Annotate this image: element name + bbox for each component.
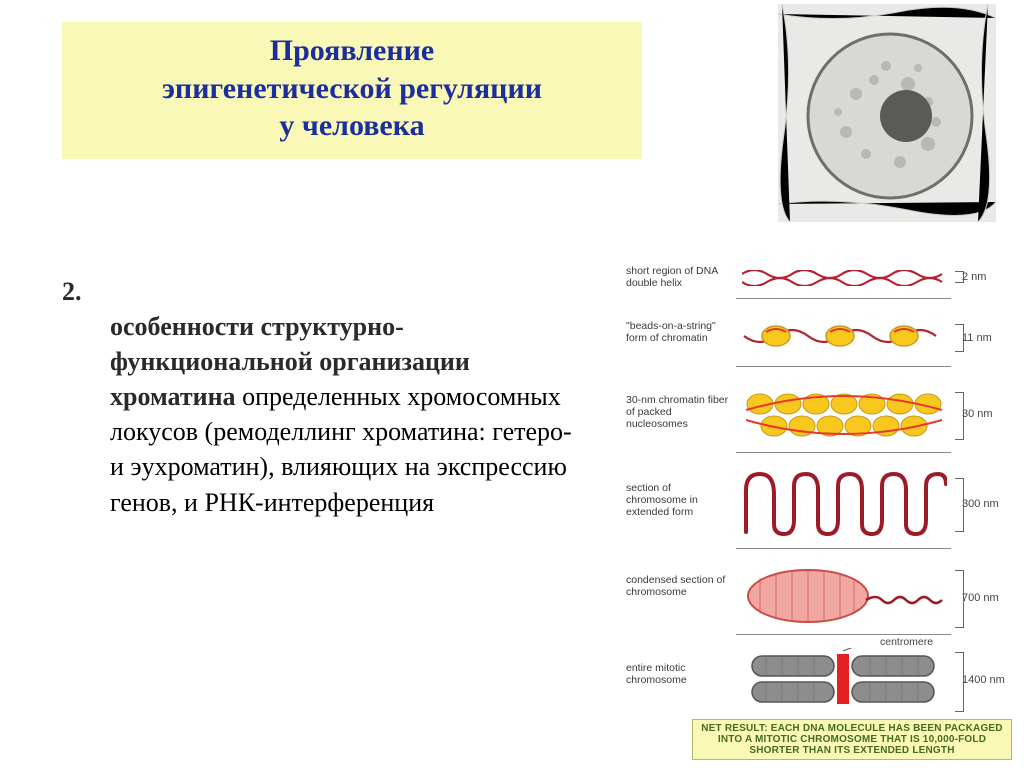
title-box: Проявление эпигенетической регуляции у ч… [62,22,642,159]
scale-chromosome: 1400 nm [962,674,1006,686]
chromatin-packaging-diagram: short region of DNA double helix 2 nm "b… [626,268,1006,760]
sep-3 [736,452,951,453]
scale-loops: 300 nm [962,498,1006,510]
label-dna: short region of DNA double helix [626,265,734,289]
nucleus-micrograph [778,4,996,222]
sep-4 [736,548,951,549]
drawing-fiber [742,388,947,444]
scale-condensed: 700 nm [962,592,1006,604]
scale-fiber: 30 nm [962,408,1006,420]
sep-1 [736,298,951,299]
scale-dna: 2 nm [962,271,1006,283]
body-number: 2. [62,277,82,306]
title-line-1: Проявление [270,34,435,67]
label-fiber: 30-nm chromatin fiber of packed nucleoso… [626,394,734,430]
drawing-dna [742,270,947,286]
drawing-condensed [742,564,947,630]
label-chromosome: entire mitotic chromosome [626,662,734,686]
drawing-beads [742,322,947,358]
title-line-2: эпигенетической регуляции [162,72,542,105]
sep-5 [736,634,951,635]
label-condensed: condensed section of chromosome [626,574,734,598]
title-line-3: у человека [279,109,424,142]
sep-2 [736,366,951,367]
body-text: 2. особенности структурно-функциональной… [62,274,592,520]
net-result-box: NET RESULT: EACH DNA MOLECULE HAS BEEN P… [692,719,1012,760]
scale-beads: 11 nm [962,332,1006,344]
drawing-loops [742,470,947,540]
label-beads: "beads-on-a-string" form of chromatin [626,320,734,344]
centromere-label: centromere [880,636,933,648]
drawing-chromosome [742,648,947,712]
label-loops: section of chromosome in extended form [626,482,734,518]
slide: Проявление эпигенетической регуляции у ч… [0,0,1024,768]
